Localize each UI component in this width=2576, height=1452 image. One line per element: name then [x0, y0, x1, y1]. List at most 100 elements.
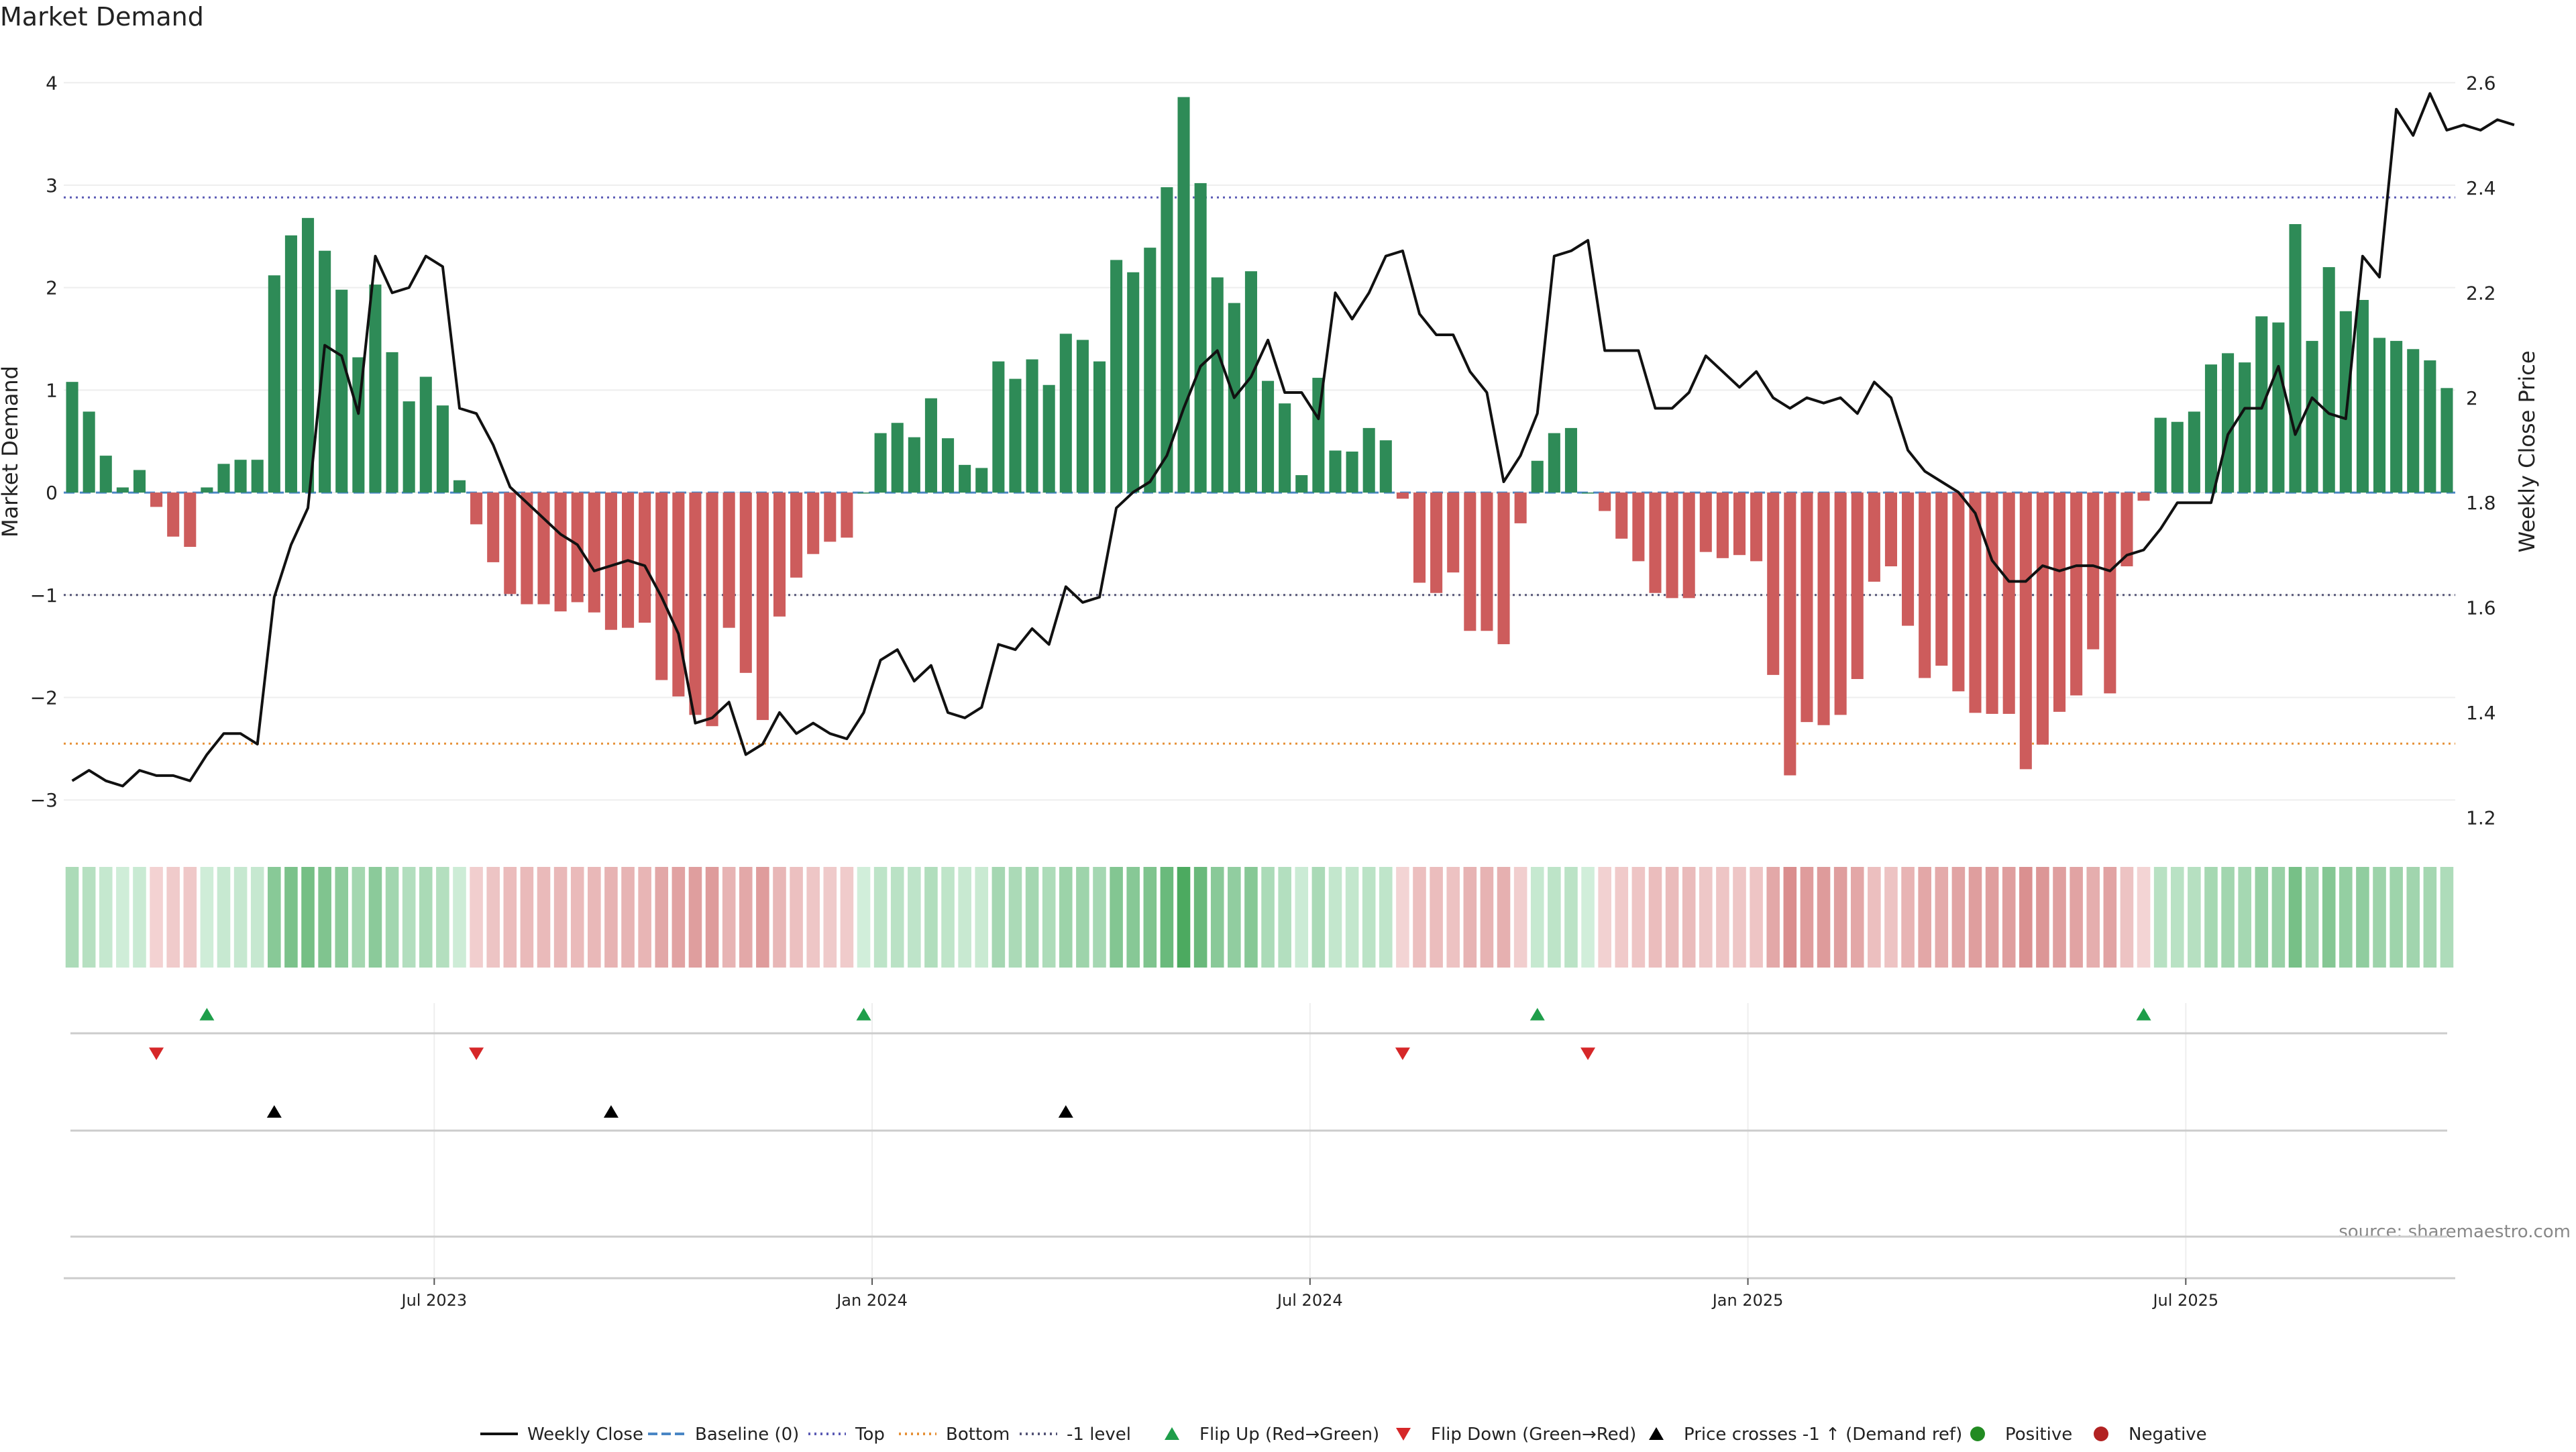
heat-cell	[1665, 867, 1679, 968]
heat-cell	[2153, 867, 2167, 968]
demand-bar	[1666, 492, 1678, 599]
demand-bar	[99, 456, 112, 493]
demand-bar	[1531, 460, 1544, 493]
demand-bar	[1194, 183, 1207, 493]
demand-bar	[419, 376, 432, 493]
demand-bar	[2339, 311, 2352, 493]
demand-bar	[2137, 492, 2150, 501]
heat-cell	[2423, 867, 2437, 968]
heat-cell	[1463, 867, 1477, 968]
heat-cell	[503, 867, 517, 968]
demand-bar	[66, 382, 78, 493]
demand-bar	[2019, 492, 2032, 770]
axes-layer: 4 3 2 1 0 −1 −2 −3 Market Demand 2.6 2.4 2.2 2 1.8 1.6…	[0, 72, 2540, 829]
demand-bar	[2036, 492, 2049, 745]
demand-bar	[2255, 316, 2268, 493]
heat-cell	[2053, 867, 2066, 968]
source-label: source: sharemaestro.com	[2339, 1222, 2571, 1242]
heat-cell	[2238, 867, 2251, 968]
demand-bar	[1362, 427, 1375, 493]
demand-bar	[386, 352, 398, 493]
flip-up-marker	[2136, 1008, 2151, 1021]
demand-bar	[1177, 97, 1190, 493]
heat-cell	[1985, 867, 1999, 968]
heat-cell	[1311, 867, 1326, 968]
heat-cell	[1362, 867, 1376, 968]
demand-bar	[1464, 492, 1477, 631]
demand-bar	[2188, 411, 2200, 493]
price-line-layer	[71, 92, 2515, 788]
heat-cell	[2086, 867, 2100, 968]
heat-cell	[790, 867, 803, 968]
heat-cell	[1143, 867, 1157, 968]
demand-bar	[335, 289, 348, 493]
heat-cell	[1210, 867, 1224, 968]
demand-bar	[1396, 492, 1409, 499]
heat-cell	[352, 867, 366, 968]
demand-bar	[959, 464, 971, 493]
event-panels	[64, 1003, 2455, 1280]
flip-down-marker	[469, 1047, 484, 1060]
demand-bar	[1716, 492, 1729, 558]
heat-cell	[1513, 867, 1527, 968]
heat-cell	[1345, 867, 1359, 968]
demand-bar	[1986, 492, 1998, 714]
heat-cell	[1783, 867, 1797, 968]
time-axis: Jul 2023 Jan 2024 Jul 2024 Jan 2025 Jul 2025	[400, 1278, 2218, 1310]
demand-bar	[1969, 492, 1982, 713]
legend-swatch-dot	[1970, 1427, 1985, 1441]
legend-label: Bottom	[946, 1424, 1010, 1445]
legend-label: Baseline (0)	[695, 1424, 799, 1445]
demand-bar	[1514, 492, 1527, 523]
heat-cell	[133, 867, 146, 968]
demand-bar	[1413, 492, 1426, 583]
demand-bar	[268, 275, 280, 493]
demand-bar	[284, 235, 297, 493]
y-left-tick-label: −2	[30, 686, 58, 709]
demand-bar	[1884, 492, 1897, 567]
demand-bar	[1430, 492, 1443, 593]
demand-bar	[2121, 492, 2133, 567]
heat-cell	[1530, 867, 1544, 968]
heat-cell	[2390, 867, 2403, 968]
demand-bar	[604, 492, 617, 630]
heat-cell	[672, 867, 686, 968]
heat-cell	[958, 867, 971, 968]
demand-bar	[2204, 364, 2218, 493]
demand-bar	[2356, 300, 2369, 493]
heat-cell	[2170, 867, 2184, 968]
heat-cell	[840, 867, 854, 968]
heat-cell	[1850, 867, 1864, 968]
heat-cell	[756, 867, 769, 968]
demand-bar	[1211, 277, 1224, 493]
heat-cell	[453, 867, 466, 968]
demand-bar	[1026, 359, 1038, 493]
heat-cell	[1480, 867, 1494, 968]
demand-bar	[1279, 403, 1291, 493]
demand-bar	[722, 492, 735, 628]
demand-bar	[571, 492, 584, 603]
heat-cell	[1564, 867, 1578, 968]
demand-bar	[1767, 492, 1780, 675]
demand-bar	[1868, 492, 1880, 582]
heat-cell	[1733, 867, 1746, 968]
heat-cell	[166, 867, 180, 968]
demand-bar	[436, 405, 449, 493]
heat-cell	[486, 867, 500, 968]
demand-bar	[1161, 187, 1173, 493]
demand-bar	[1564, 427, 1577, 493]
heat-cell	[553, 867, 568, 968]
demand-bar	[369, 284, 382, 493]
y-left-tick-label: −1	[30, 584, 58, 607]
demand-bar	[251, 460, 264, 493]
demand-bar	[1481, 492, 1493, 631]
y-right-tick-label: 1.8	[2466, 492, 2496, 514]
demand-bar	[841, 492, 853, 538]
demand-bar	[1817, 492, 1830, 725]
legend-label: Positive	[2005, 1424, 2072, 1445]
demand-bar	[2272, 322, 2285, 493]
demand-bar	[1379, 440, 1392, 493]
demand-bar	[992, 361, 1005, 493]
heat-cell	[739, 867, 753, 968]
